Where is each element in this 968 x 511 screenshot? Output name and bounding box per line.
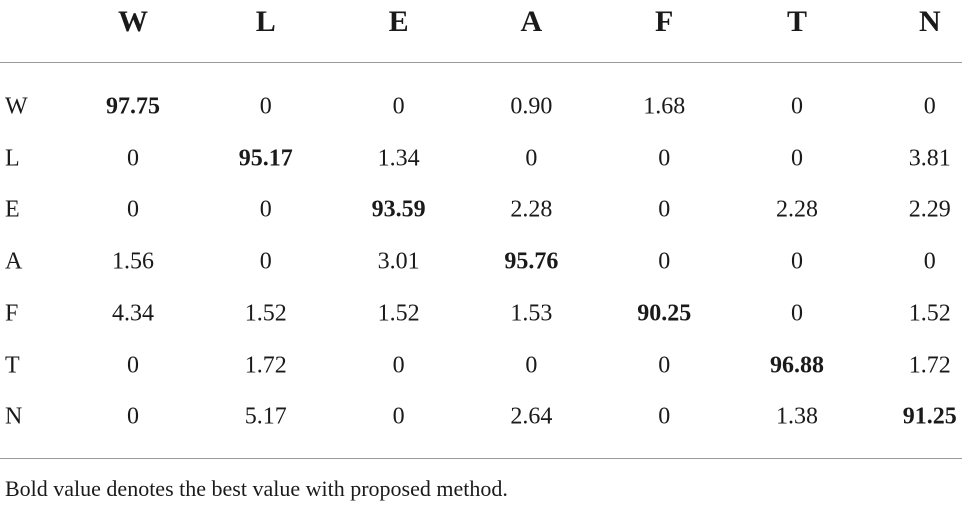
row-label: T — [5, 352, 20, 378]
table-cell: 2.28 — [510, 196, 553, 223]
column-header: L — [255, 5, 276, 38]
row-label: F — [5, 300, 19, 327]
table-cell: 0 — [658, 403, 671, 430]
table-cell: 0 — [791, 145, 803, 172]
table-cell: 0 — [791, 248, 803, 275]
table-cell: 0 — [392, 352, 405, 378]
table-cell: 2.28 — [776, 196, 818, 223]
table-cell: 1.38 — [776, 403, 818, 430]
table-cell: 93.59 — [371, 196, 426, 223]
column-header: W — [118, 5, 148, 38]
table-cell: 0 — [259, 196, 272, 223]
table-cell: 0 — [658, 145, 671, 172]
table-cell: 1.52 — [908, 300, 951, 327]
table-cell: 90.25 — [637, 300, 692, 327]
row-label: E — [5, 196, 20, 223]
table-cell: 0 — [658, 196, 671, 223]
table-cell: 1.53 — [510, 300, 553, 327]
table-cell: 91.25 — [902, 403, 957, 430]
table-cell: 4.34 — [112, 300, 154, 327]
table-cell: 2.29 — [908, 196, 951, 223]
table-cell: 0 — [525, 145, 538, 172]
column-header: E — [388, 5, 409, 38]
table-cell: 95.17 — [238, 145, 293, 172]
bottom-rule — [0, 458, 962, 459]
table-cell: 96.88 — [770, 352, 824, 378]
table-cell: 0.90 — [510, 93, 553, 120]
table-cell: 1.72 — [244, 352, 287, 378]
column-header: F — [655, 5, 674, 38]
table-cell: 1.72 — [908, 352, 951, 378]
table-cell: 0 — [127, 196, 139, 223]
table-cell: 1.56 — [112, 248, 154, 275]
table-cell: 0 — [127, 145, 139, 172]
table-cell: 5.17 — [244, 403, 287, 430]
row-label: A — [5, 248, 23, 275]
table-cell: 3.81 — [908, 145, 951, 172]
table-cell: 0 — [525, 352, 538, 378]
table-cell: 0 — [127, 403, 139, 430]
table-cell: 95.76 — [504, 248, 559, 275]
column-header: T — [786, 5, 808, 38]
header-rule — [0, 62, 962, 63]
table-cell: 0 — [791, 93, 803, 120]
table-cell: 0 — [127, 352, 139, 378]
table-cell: 0 — [791, 300, 803, 327]
table-note: Bold value denotes the best value with p… — [5, 476, 508, 501]
row-label: L — [5, 145, 20, 172]
table-cell: 1.52 — [244, 300, 287, 327]
table-cell: 0 — [259, 248, 272, 275]
column-header: N — [918, 5, 941, 38]
table-cell: 0 — [392, 403, 405, 430]
table-cell: 0 — [658, 352, 671, 378]
table-cell: 3.01 — [377, 248, 420, 275]
table-cell: 97.75 — [106, 93, 160, 120]
row-label: W — [5, 93, 28, 120]
table-cell: 1.52 — [377, 300, 420, 327]
table-cell: 0 — [923, 93, 936, 120]
row-label: N — [5, 403, 23, 430]
table-cell: 0 — [259, 93, 272, 120]
table-cell: 0 — [923, 248, 936, 275]
table-cell: 1.34 — [377, 145, 420, 172]
table-cell: 1.68 — [643, 93, 686, 120]
table-cell: 0 — [658, 248, 671, 275]
column-header: A — [520, 5, 543, 38]
table-cell: 0 — [392, 93, 405, 120]
table-cell: 2.64 — [510, 403, 553, 430]
